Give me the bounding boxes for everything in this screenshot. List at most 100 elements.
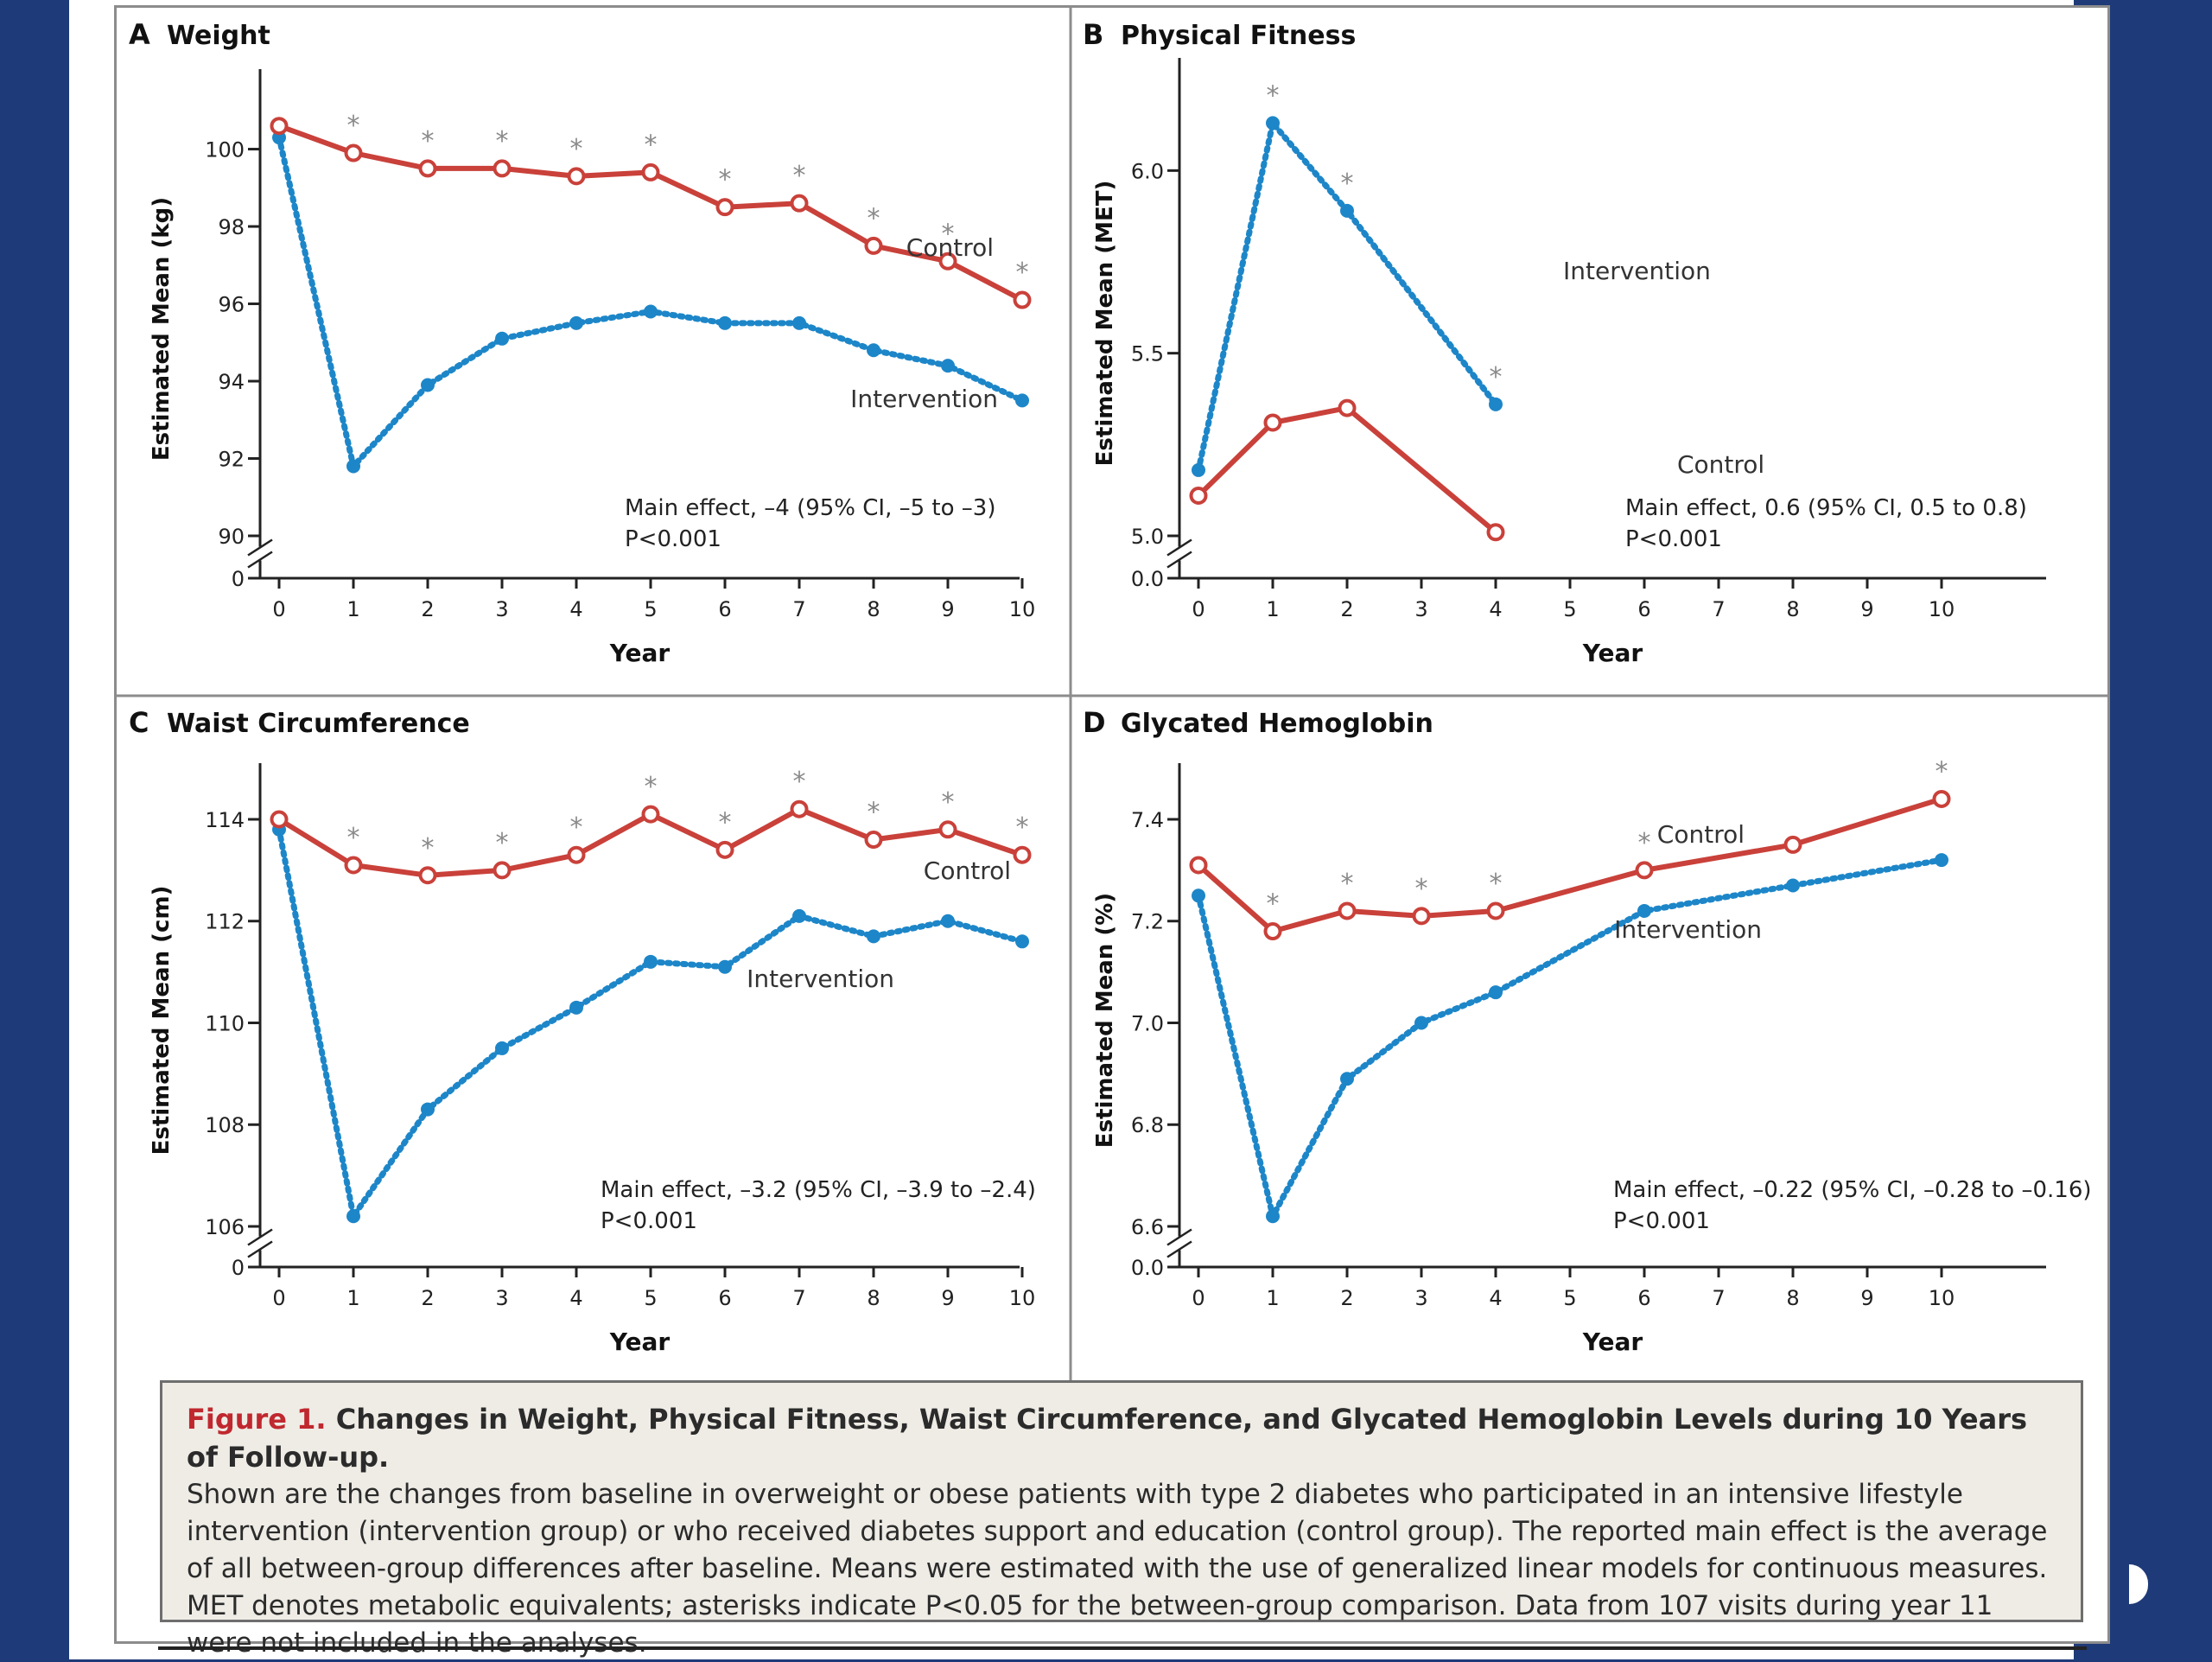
x-tick-label: 9	[941, 1286, 954, 1310]
control-point	[1189, 856, 1208, 875]
x-tick-label: 9	[941, 597, 954, 621]
control-series-line	[1196, 405, 1497, 535]
significance-asterisk: *	[645, 772, 658, 802]
x-tick-label: 6	[1637, 1286, 1650, 1310]
control-point	[790, 194, 809, 213]
y-tick-label-zero: 0	[232, 1256, 245, 1280]
x-tick-label: 4	[569, 597, 582, 621]
significance-asterisk: *	[570, 134, 583, 164]
x-tick-label: 0	[1192, 1286, 1205, 1310]
main-effect-label: Main effect, 0.6 (95% CI, 0.5 to 0.8)	[1625, 495, 2027, 521]
intervention-point	[867, 929, 880, 944]
control-point	[1412, 907, 1431, 926]
intervention-point	[1935, 853, 1948, 868]
significance-asterisk: *	[1490, 869, 1503, 899]
intervention-point	[792, 908, 806, 923]
significance-asterisk: *	[1341, 169, 1354, 199]
x-tick-label: 3	[1414, 597, 1427, 621]
intervention-point	[1266, 116, 1280, 131]
panel-title: Physical Fitness	[1121, 21, 1356, 51]
y-tick-label-zero: 0.0	[1131, 567, 1164, 591]
chart-panel-d: D Glycated Hemoglobin 6.6 6.8 7.0 7.2 7.4 0.0 0 1…	[1083, 706, 2092, 1356]
y-axis-title: Estimated Mean (cm)	[149, 886, 175, 1156]
x-tick-label: 0	[272, 597, 285, 621]
control-point	[344, 856, 363, 875]
intervention-point	[1637, 903, 1651, 918]
significance-asterisk: *	[1267, 80, 1280, 111]
caption-title: Changes in Weight, Physical Fitness, Wai…	[187, 1403, 2028, 1474]
intervention-series-label: Intervention	[1563, 257, 1711, 285]
intervention-point	[1266, 1209, 1280, 1224]
intervention-series-label: Intervention	[1614, 915, 1762, 944]
intervention-point	[792, 315, 806, 330]
panel-title: Waist Circumference	[167, 709, 470, 739]
y-tick-label: 7.0	[1131, 1011, 1164, 1035]
x-axis-title: Year	[609, 1328, 671, 1356]
panel-letter: D	[1083, 706, 1106, 739]
y-tick-label: 5.0	[1131, 525, 1164, 549]
x-tick-label: 5	[644, 597, 657, 621]
chart-panel-b: B Physical Fitness 5.0 5.5 6.0 0.0 0 1 2 3 4 5 6 7 8 9 1…	[1083, 18, 2046, 667]
panel-letter: A	[129, 18, 150, 51]
axis-break-mark	[247, 538, 273, 557]
control-point	[1486, 901, 1505, 920]
control-series-label: Control	[924, 856, 1011, 885]
control-point	[1783, 835, 1802, 854]
x-tick-label: 5	[1563, 1286, 1576, 1310]
intervention-series-label: Intervention	[850, 385, 998, 413]
y-axis-title: Estimated Mean (%)	[1092, 893, 1118, 1148]
x-tick-label: 8	[867, 597, 880, 621]
panel-letter: C	[129, 706, 149, 739]
x-tick-label: 10	[1009, 597, 1036, 621]
control-point	[1013, 845, 1032, 864]
significance-asterisk: *	[1016, 258, 1029, 288]
slide-background: A Weight 90 92 94 96 98 100 0 0 1 2 3 4 5 6 7 8 9 10 Year Est…	[69, 0, 2148, 1659]
control-point	[715, 840, 734, 859]
x-tick-label: 6	[718, 597, 731, 621]
y-tick-label: 7.2	[1131, 910, 1164, 934]
intervention-series-line	[1195, 119, 1499, 474]
control-point	[1635, 861, 1654, 880]
control-point	[1932, 789, 1951, 808]
x-tick-label: 7	[792, 597, 805, 621]
intervention-point	[421, 378, 435, 392]
x-tick-label: 5	[1563, 597, 1576, 621]
significance-asterisk: *	[422, 126, 435, 156]
panel-letter: B	[1083, 18, 1103, 51]
slide-edge-marker	[2129, 1564, 2148, 1604]
significance-asterisk: *	[868, 203, 880, 233]
intervention-point	[867, 343, 880, 358]
intervention-point	[1340, 1072, 1354, 1086]
control-point	[418, 866, 437, 885]
intervention-point	[1015, 393, 1029, 408]
x-tick-label: 9	[1860, 597, 1873, 621]
significance-asterisk: *	[793, 767, 806, 797]
control-point	[270, 117, 289, 136]
intervention-series-line	[276, 134, 1026, 469]
x-tick-label: 1	[346, 1286, 359, 1310]
control-point	[1263, 413, 1282, 432]
y-tick-label: 106	[205, 1215, 245, 1239]
x-tick-label: 6	[1637, 597, 1650, 621]
axis-break-mark	[247, 1228, 273, 1246]
x-tick-label: 0	[272, 1286, 285, 1310]
intervention-point	[1786, 878, 1800, 893]
x-tick-label: 2	[1340, 1286, 1353, 1310]
y-tick-label: 112	[205, 910, 245, 934]
significance-asterisk: *	[570, 812, 583, 843]
significance-asterisk: *	[347, 823, 360, 853]
intervention-point	[1192, 888, 1205, 903]
significance-asterisk: *	[496, 828, 509, 858]
y-tick-label: 92	[218, 448, 245, 472]
x-tick-label: 9	[1860, 1286, 1873, 1310]
figure-caption: Figure 1. Changes in Weight, Physical Fi…	[160, 1380, 2083, 1659]
figure-frame: A Weight 90 92 94 96 98 100 0 0 1 2 3 4 5 6 7 8 9 10 Year Est…	[114, 5, 2110, 1659]
p-value-label: P<0.001	[601, 1208, 697, 1234]
x-tick-label: 10	[1929, 1286, 1955, 1310]
intervention-point	[421, 1102, 435, 1117]
axis-break-mark	[1166, 551, 1192, 569]
y-tick-label: 96	[218, 293, 245, 317]
intervention-point	[1489, 985, 1503, 1000]
x-tick-label: 6	[718, 1286, 731, 1310]
